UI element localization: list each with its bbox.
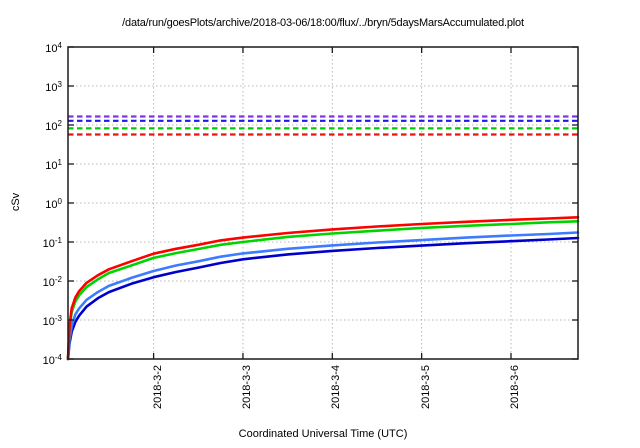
y-tick-label: 10-1 [42, 236, 62, 250]
y-tick-label: 102 [45, 119, 62, 133]
x-tick-label: 2018-3-3 [240, 365, 253, 410]
reference-lines [68, 115, 578, 136]
accumulated-dose-green [66, 220, 580, 361]
accumulated-dose-lightblue [66, 231, 580, 361]
x-tick-label: 2018-3-5 [419, 365, 432, 410]
y-tick-label: 10-4 [42, 353, 62, 367]
y-tick-label: 10-2 [42, 275, 62, 289]
series-lines [66, 216, 580, 361]
y-tick-label: 10-3 [42, 314, 62, 328]
axis-ticks [67, 46, 579, 360]
grid-lines [68, 47, 578, 359]
y-axis-label: cSv [10, 192, 22, 212]
accumulated-dose-red [66, 216, 580, 361]
y-tick-label: 100 [45, 197, 62, 211]
y-tick-label: 101 [45, 158, 62, 172]
x-axis-label: Coordinated Universal Time (UTC) [238, 428, 408, 440]
x-tick-label: 2018-3-2 [151, 365, 164, 410]
y-tick-label: 104 [45, 41, 62, 55]
accumulated-dose-blue [66, 236, 580, 361]
plot-title: /data/run/goesPlots/archive/2018-03-06/1… [122, 17, 524, 29]
y-tick-label: 103 [45, 80, 62, 94]
x-tick-label: 2018-3-4 [330, 365, 343, 410]
x-tick-label: 2018-3-6 [508, 365, 521, 410]
